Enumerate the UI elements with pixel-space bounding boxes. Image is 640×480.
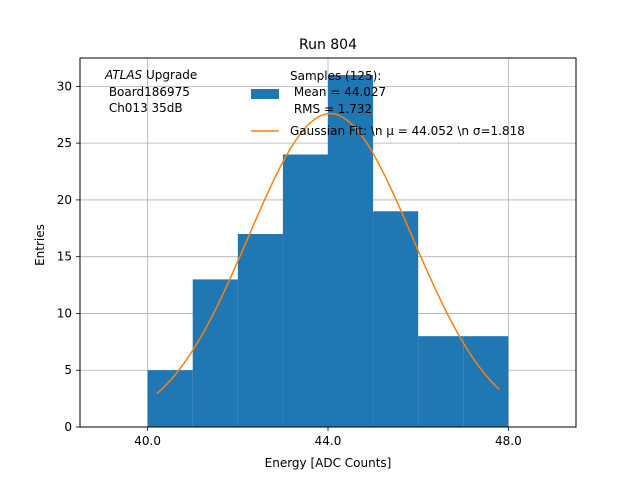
- legend-hist-swatch: [251, 89, 279, 99]
- legend-hist-line-1: Samples (125):: [290, 69, 381, 83]
- upgrade-label: Upgrade: [142, 68, 197, 82]
- histogram-bar-7: [463, 336, 509, 427]
- histogram-bar-2: [237, 233, 283, 427]
- y-tick-label-4: 20: [57, 193, 72, 207]
- y-tick-label-6: 30: [57, 79, 72, 93]
- histogram-bar-0: [147, 370, 193, 427]
- x-axis-label: Energy [ADC Counts]: [265, 456, 392, 470]
- histogram-bar-1: [192, 279, 238, 427]
- gaussian-fit: [156, 112, 500, 395]
- atlas-annotation: ATLAS Upgrade Board186975 Ch013 35dB: [104, 68, 197, 115]
- y-tick-label-2: 10: [57, 306, 72, 320]
- legend: Samples (125): Mean = 44.027 RMS = 1.732…: [251, 69, 525, 138]
- x-tick-label-0: 40.0: [134, 434, 161, 448]
- axis-ticks: 40.0 44.0 48.0 0 5 10 15 20 25 30: [57, 79, 522, 448]
- histogram-bar-6: [418, 336, 464, 427]
- board-label: Board186975: [105, 85, 190, 99]
- x-tick-label-1: 44.0: [315, 434, 342, 448]
- gaussian-fit-curve: [156, 112, 500, 395]
- atlas-label: ATLAS: [104, 68, 143, 82]
- y-axis-label: Entries: [33, 224, 47, 266]
- legend-hist-line-2: Mean = 44.027: [290, 85, 386, 99]
- histogram-bar-3: [282, 154, 328, 427]
- chart-title: Run 804: [299, 37, 357, 53]
- y-tick-label-0: 0: [64, 420, 72, 434]
- histogram-bar-5: [373, 211, 419, 427]
- histogram-bar-4: [328, 75, 374, 428]
- x-tick-label-2: 48.0: [495, 434, 522, 448]
- legend-hist-line-3: RMS = 1.732: [290, 102, 372, 116]
- y-tick-label-5: 25: [57, 136, 72, 150]
- channel-label: Ch013 35dB: [105, 101, 183, 115]
- svg-text:ATLAS Upgrade: ATLAS Upgrade: [104, 68, 197, 82]
- legend-fit-label: Gaussian Fit: \n μ = 44.052 \n σ=1.818: [290, 124, 525, 138]
- y-tick-label-3: 15: [57, 250, 72, 264]
- y-tick-label-1: 5: [64, 363, 72, 377]
